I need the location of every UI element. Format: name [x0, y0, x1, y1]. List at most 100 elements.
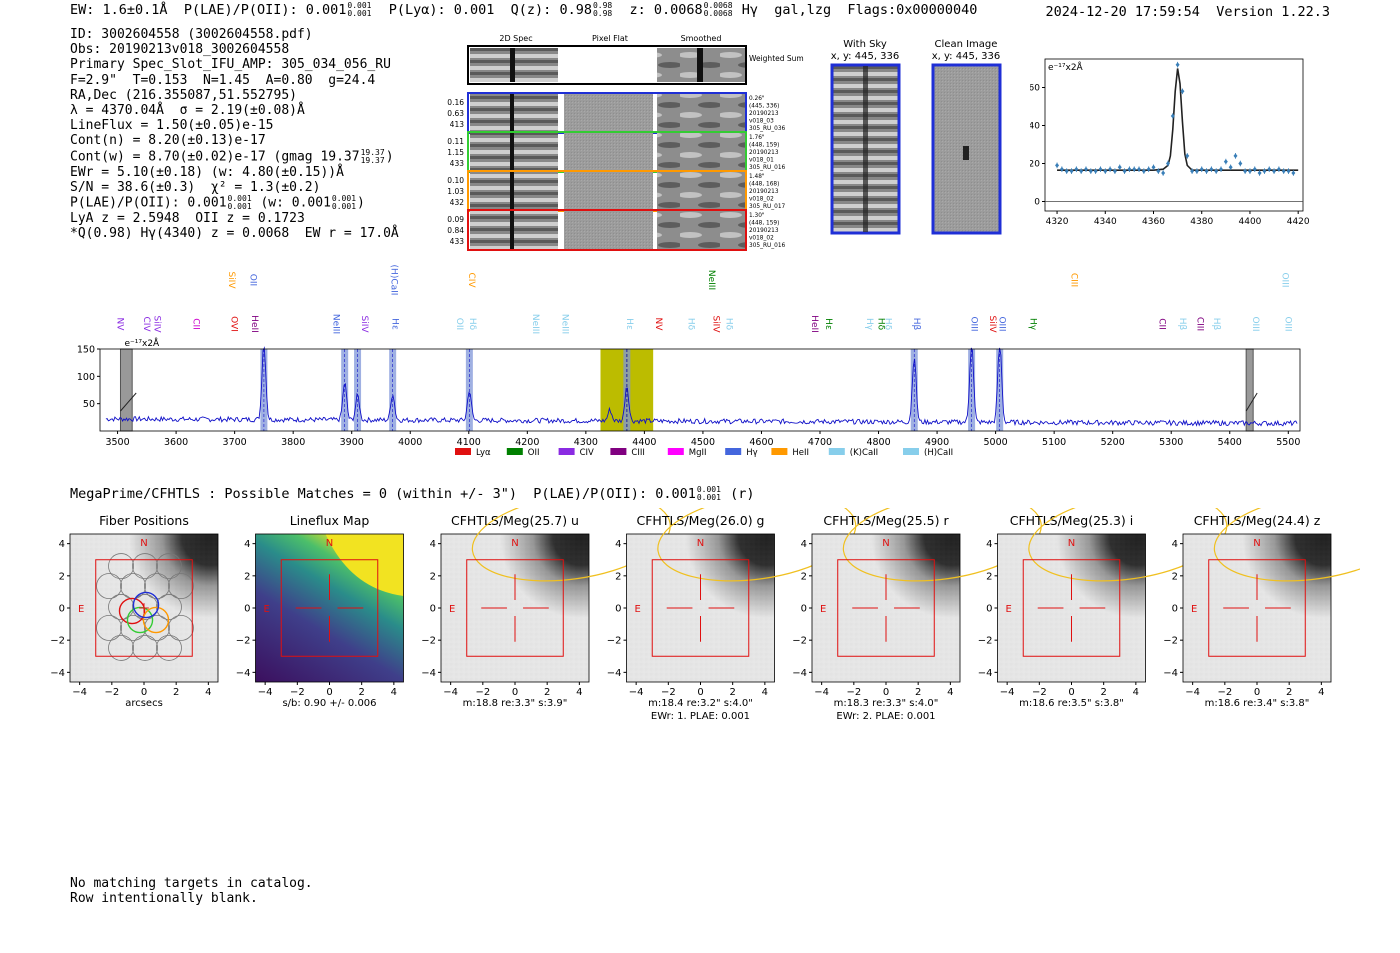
legend-swatch: [828, 448, 845, 455]
legend-label: HeII: [792, 448, 809, 458]
thumb-panel-2: CFHTLS/Meg(25.7) u N E −4 −2 0 2 4 4 2 0 −2 −4 m:18.8…: [421, 508, 671, 709]
thumb-galaxy: [1183, 534, 1331, 682]
spectrum-xtick-label: 3800: [281, 437, 305, 448]
footer-line-1: No matching targets in catalog.: [70, 876, 313, 891]
aperture-ellipse: [842, 508, 1042, 582]
east-marker: E: [1006, 604, 1012, 615]
line-id-label: OIII: [1250, 316, 1260, 331]
cutout-right-1-1: (448, 159): [749, 143, 779, 149]
cutout-right-3-4: 305_RU_016: [749, 243, 786, 249]
cutout-left-3-1: 0.84: [447, 226, 464, 235]
legend-label: MgII: [689, 448, 707, 458]
fiber-highlight: [118, 597, 146, 625]
info-plae-w-lo: 0.001: [331, 202, 357, 212]
plae-header-hi: 0.001: [347, 1, 372, 10]
line-id-label: Hε: [390, 318, 400, 330]
thumb-xtick-label: 0: [512, 687, 518, 698]
thumb-ytick-label: −4: [1163, 668, 1178, 679]
east-marker: E: [264, 604, 270, 615]
masked-band-hatch: [1245, 392, 1258, 412]
spectrum-xtick-label: 4200: [515, 437, 539, 448]
info-radec: RA,Dec (216.355087,51.552795): [70, 87, 297, 103]
info-plae-w-end: ): [357, 195, 365, 211]
spectrum-xtick-label: 5100: [1042, 437, 1066, 448]
thumb-galaxy: [441, 534, 589, 682]
line-id-label: CIII: [1195, 317, 1205, 331]
thumb-caption-2: EWr: 2. PLAE: 0.001: [836, 711, 935, 722]
thumb-xtick-label: 2: [544, 687, 550, 698]
thumb-ytick-label: −4: [792, 668, 807, 679]
thumb-xtick-label: −4: [258, 687, 273, 698]
search-box: [280, 559, 379, 657]
zoom-data-point: [1098, 166, 1103, 172]
line-id-label: HeII: [809, 315, 819, 333]
spectrum-xtick-label: 5400: [1218, 437, 1242, 448]
cutout-right-2-0: 1.48": [749, 174, 765, 180]
thumb-ytick-label: −4: [978, 668, 993, 679]
info-contw-row: Cont(w) = 8.70(±0.02)e-17 (gmag 19.37 19.…: [70, 148, 399, 165]
thumb-ytick-label: −4: [607, 668, 622, 679]
info-plae-lo: 0.001: [227, 202, 252, 212]
zoom-data-point: [1079, 168, 1084, 174]
thumb-ytick-label: 4: [59, 539, 65, 550]
info-obs: Obs: 20190213v018_3002604558: [70, 42, 290, 58]
plya-value: P(Lyα): 0.001: [388, 2, 495, 18]
legend-label: CIV: [580, 448, 594, 458]
line-id-label: Hβ: [911, 318, 921, 331]
zoom-data-point: [1064, 168, 1069, 174]
thumb-panel-0: Fiber Positions N E −4 −2 0 2 4 4 2 0 −2 −4 arcsecs: [50, 513, 219, 709]
line-id-label: Hε: [823, 318, 833, 330]
zoom-xtick-label: 4400: [1239, 217, 1262, 227]
line-id-label: Hγ: [1028, 318, 1038, 331]
match-text: MegaPrime/CFHTLS : Possible Matches = 0 …: [70, 486, 696, 502]
zoom-data-point: [1223, 159, 1228, 165]
fiber-circle: [108, 553, 135, 580]
line-id-label: Hβ: [1177, 318, 1187, 331]
cutout-right-1-2: 20190213: [749, 150, 779, 156]
line-id-label: CIII: [1069, 273, 1079, 287]
zoom-axes-frame: [1044, 58, 1304, 212]
zoom-xtick-label: 4340: [1094, 217, 1117, 227]
cutout-left-3-2: 433: [450, 237, 465, 246]
legend-label: (H)CaII: [924, 448, 953, 458]
north-marker: N: [697, 538, 704, 549]
fiber-circle: [132, 553, 158, 580]
line-id-label: OII: [454, 318, 464, 330]
header-summary: EW: 1.6±0.1Å P(LAE)/P(OII): 0.001 0.001 0.…: [70, 1, 978, 19]
thumb-ytick-label: 0: [801, 604, 807, 615]
line-id-label: Hβ: [1211, 318, 1221, 331]
line-id-label: NV: [115, 318, 125, 332]
plae-header-lo: 0.001: [347, 9, 372, 18]
cutout-pixelflat-1: [564, 133, 653, 171]
flags-value: Flags:0x00000040: [847, 2, 978, 18]
fiber-circle: [108, 634, 135, 661]
thumb-xtick-label: 2: [358, 687, 364, 698]
spectrum-xtick-label: 5200: [1101, 437, 1125, 448]
zoom-data-point: [1108, 166, 1113, 172]
thumb-ytick-label: 2: [615, 571, 621, 582]
line-id-label: CIV: [466, 272, 476, 288]
thumb-ytick-label: 0: [986, 604, 992, 615]
zoom-data-point: [1132, 166, 1137, 172]
line-id-label: OIII: [969, 316, 979, 331]
thumb-ytick-label: 0: [615, 604, 621, 615]
cutout-right-3-3: v018_02: [749, 236, 774, 242]
thumb-caption-2: EWr: 1. PLAE: 0.001: [651, 711, 750, 722]
line-id-label: Hδ: [883, 318, 893, 331]
zoom-data-point: [1267, 166, 1272, 172]
line-id-label: NeIII: [706, 270, 716, 290]
fiber-highlight: [126, 606, 154, 634]
line-id-label: Hδ: [467, 318, 477, 331]
thumb-ytick-label: 2: [801, 571, 807, 582]
zoom-data-point: [1170, 113, 1175, 119]
spectrum-xtick-label: 4600: [749, 437, 773, 448]
fiber-circle: [96, 573, 123, 600]
thumb-xtick-label: −2: [1032, 687, 1047, 698]
masked-band-hatch: [120, 392, 137, 412]
thumb-ytick-label: −2: [607, 636, 622, 647]
thumb-caption: m:18.4 re:3.2" s:4.0": [648, 698, 753, 709]
legend-label: OII: [528, 448, 540, 458]
info-contw: Cont(w) = 8.70(±0.02)e-17 (gmag 19.37: [70, 149, 360, 165]
zoom-data-point: [1238, 161, 1243, 166]
spectrum-xtick-label: 3900: [340, 437, 364, 448]
